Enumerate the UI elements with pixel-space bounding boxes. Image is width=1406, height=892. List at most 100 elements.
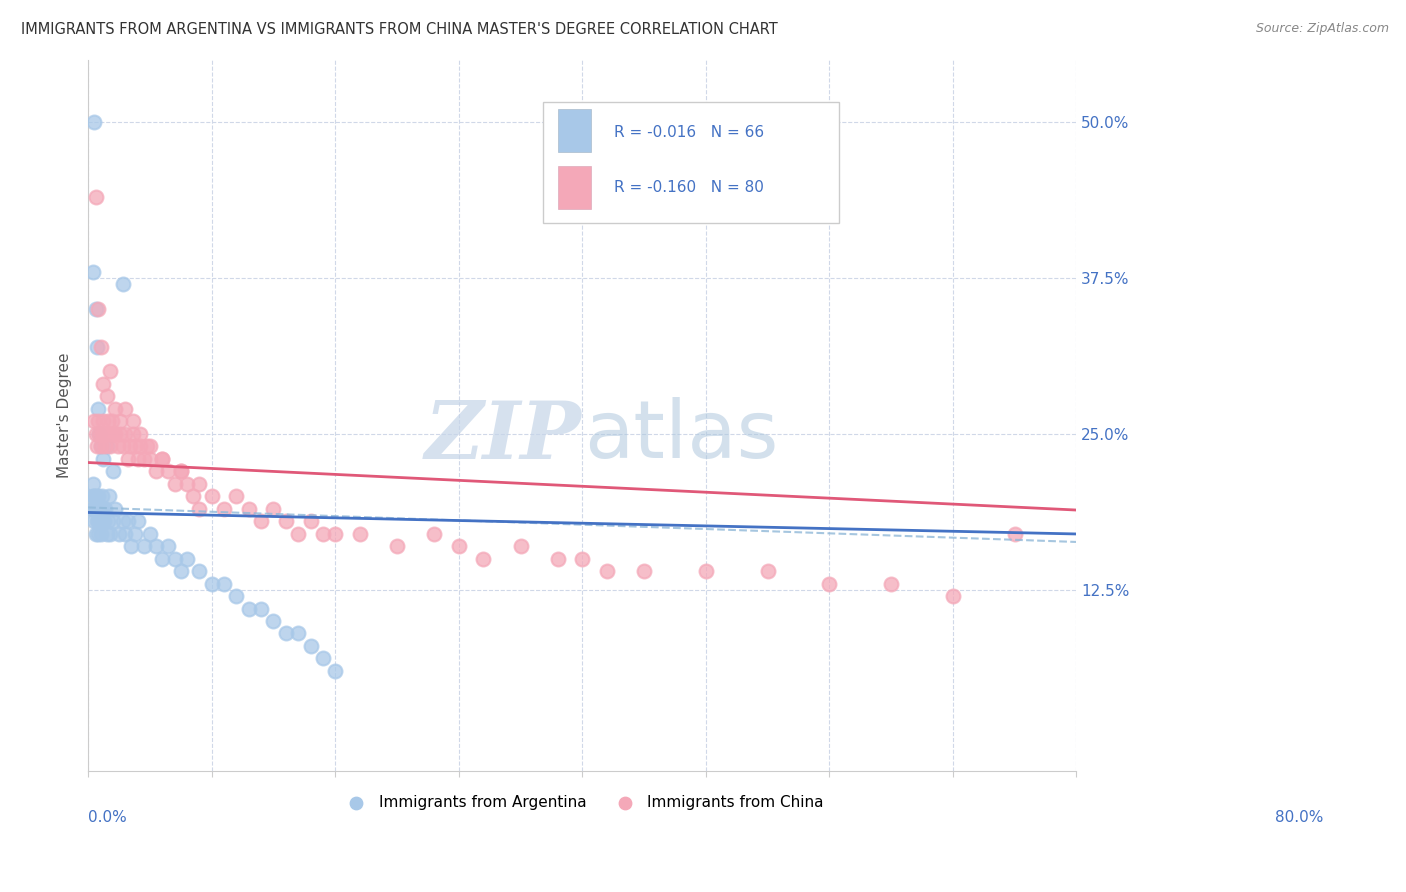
Point [124, 439, 146, 453]
Point [571, 551, 593, 566]
Text: Source: ZipAtlas.com: Source: ZipAtlas.com [1256, 22, 1389, 36]
Point [89, 426, 111, 441]
Point [120, 539, 142, 553]
Point [89, 501, 111, 516]
FancyBboxPatch shape [558, 166, 592, 209]
Point [212, 576, 235, 591]
Point [89, 501, 111, 516]
Point [86, 514, 108, 528]
Point [93, 426, 115, 441]
Point [94, 501, 117, 516]
Point [114, 526, 136, 541]
Point [84, 190, 107, 204]
Point [238, 501, 260, 516]
Point [96, 426, 118, 441]
Point [262, 501, 284, 516]
Point [818, 576, 841, 591]
Text: IMMIGRANTS FROM ARGENTINA VS IMMIGRANTS FROM CHINA MASTER'S DEGREE CORRELATION C: IMMIGRANTS FROM ARGENTINA VS IMMIGRANTS … [21, 22, 778, 37]
Point [163, 551, 186, 566]
Point [349, 526, 371, 541]
Point [129, 426, 152, 441]
Point [104, 501, 127, 516]
Point [87, 489, 110, 503]
Point [97, 414, 120, 428]
Point [150, 551, 173, 566]
Point [212, 501, 235, 516]
Point [150, 451, 173, 466]
Point [101, 464, 124, 478]
Point [163, 476, 186, 491]
Point [188, 564, 211, 578]
Point [91, 414, 114, 428]
Point [84, 426, 107, 441]
Point [547, 551, 569, 566]
Point [97, 514, 120, 528]
Point [423, 526, 446, 541]
Point [89, 526, 111, 541]
Point [323, 664, 346, 678]
Point [101, 514, 124, 528]
Point [139, 451, 162, 466]
Point [100, 526, 122, 541]
Point [86, 501, 108, 516]
Point [96, 389, 118, 403]
Point [157, 539, 180, 553]
Point [96, 526, 118, 541]
Point [132, 539, 155, 553]
Point [472, 551, 495, 566]
Text: R = -0.160   N = 80: R = -0.160 N = 80 [614, 180, 763, 195]
Point [250, 514, 273, 528]
Point [176, 551, 198, 566]
Point [127, 451, 149, 466]
Point [100, 439, 122, 453]
Point [942, 589, 965, 603]
Point [136, 439, 159, 453]
Point [238, 601, 260, 615]
Point [83, 514, 105, 528]
Point [93, 514, 115, 528]
Point [84, 302, 107, 317]
Point [87, 302, 110, 317]
Point [104, 426, 127, 441]
Point [84, 489, 107, 503]
Point [100, 364, 122, 378]
Point [98, 426, 121, 441]
Point [96, 439, 118, 453]
Point [111, 514, 134, 528]
Point [121, 414, 143, 428]
Point [111, 277, 134, 292]
Point [114, 401, 136, 416]
Point [107, 439, 129, 453]
Point [82, 489, 104, 503]
Point [287, 626, 309, 640]
Point [139, 439, 162, 453]
Point [312, 526, 335, 541]
Point [86, 339, 108, 353]
Point [89, 426, 111, 441]
Point [596, 564, 619, 578]
Point [181, 489, 204, 503]
Point [82, 476, 104, 491]
Point [111, 439, 134, 453]
Point [250, 601, 273, 615]
Point [145, 464, 167, 478]
Point [201, 489, 224, 503]
Point [110, 414, 132, 428]
Legend: Immigrants from Argentina, Immigrants from China: Immigrants from Argentina, Immigrants fr… [335, 789, 830, 816]
Point [145, 539, 167, 553]
Point [385, 539, 408, 553]
Point [98, 489, 121, 503]
Point [94, 439, 117, 453]
Point [1004, 526, 1026, 541]
Point [114, 426, 136, 441]
Point [756, 564, 779, 578]
Text: R = -0.016   N = 66: R = -0.016 N = 66 [614, 125, 763, 140]
Point [176, 476, 198, 491]
Point [90, 514, 112, 528]
Point [323, 526, 346, 541]
Point [89, 514, 111, 528]
Point [299, 639, 322, 653]
Point [91, 451, 114, 466]
Point [90, 489, 112, 503]
Point [104, 401, 127, 416]
